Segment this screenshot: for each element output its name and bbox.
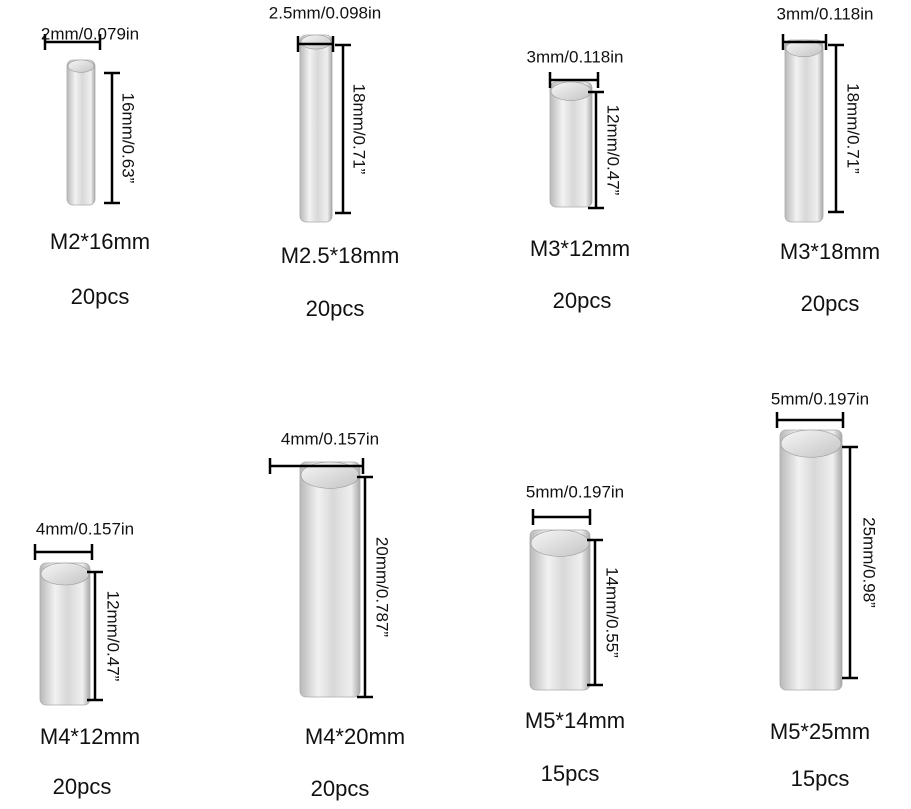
- diameter-label: 3mm/0.118in: [776, 4, 873, 23]
- quantity: 20pcs: [553, 288, 612, 313]
- diameter-label: 4mm/0.157in: [36, 519, 134, 538]
- quantity: 20pcs: [53, 774, 112, 799]
- size-name: M4*20mm: [305, 724, 405, 749]
- pin-end: [530, 529, 590, 557]
- pin-end: [40, 562, 90, 586]
- diameter-label: 5mm/0.197in: [771, 389, 869, 408]
- length-label: 18mm/0.71”: [844, 83, 863, 174]
- diameter-label: 5mm/0.197in: [526, 482, 624, 501]
- pin-body: [299, 34, 333, 223]
- quantity: 20pcs: [306, 296, 365, 321]
- diameter-label: 2mm/0.079in: [41, 24, 139, 43]
- diameter-label: 2.5mm/0.098in: [269, 3, 381, 22]
- length-label: 14mm/0.55”: [603, 567, 622, 658]
- size-name: M5*14mm: [525, 708, 625, 733]
- size-name: M4*12mm: [40, 724, 140, 749]
- quantity: 20pcs: [71, 284, 130, 309]
- pin-body: [779, 429, 843, 691]
- quantity: 15pcs: [541, 761, 600, 786]
- diameter-label: 3mm/0.118in: [526, 47, 623, 66]
- pin-end: [300, 461, 360, 489]
- quantity: 20pcs: [311, 776, 370, 801]
- pin-end: [550, 81, 592, 101]
- pin-end: [300, 34, 332, 50]
- quantity: 20pcs: [801, 291, 860, 316]
- length-label: 18mm/0.71”: [350, 84, 369, 175]
- size-name: M2*16mm: [50, 229, 150, 254]
- length-label: 20mm/0.787”: [373, 537, 392, 637]
- pin-body: [66, 59, 96, 206]
- length-label: 16mm/0.63”: [119, 93, 138, 184]
- diameter-label: 4mm/0.157in: [281, 429, 379, 448]
- length-label: 12mm/0.47”: [104, 591, 123, 682]
- pin-body: [784, 39, 824, 223]
- quantity: 15pcs: [791, 766, 850, 791]
- size-name: M5*25mm: [770, 719, 870, 744]
- size-name: M2.5*18mm: [281, 243, 400, 268]
- pin-body: [299, 461, 361, 698]
- size-name: M3*18mm: [780, 239, 880, 264]
- pin-end: [785, 39, 823, 58]
- size-name: M3*12mm: [530, 236, 630, 261]
- length-label: 25mm/0.98”: [860, 517, 879, 608]
- length-label: 12mm/0.47”: [604, 105, 623, 196]
- pin-end: [780, 429, 842, 458]
- pin-end: [67, 59, 95, 73]
